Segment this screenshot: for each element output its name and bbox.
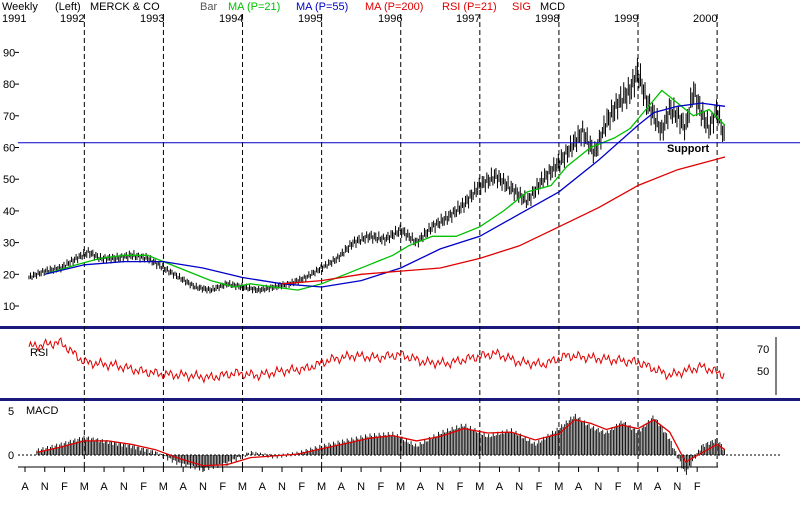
year-labels: 1991 1992 1993 1994 1995 1996 1997 1998 … xyxy=(2,13,717,25)
year-dividers xyxy=(83,14,718,470)
month-tick-label: F xyxy=(694,481,701,493)
macd-tick-label: 5 xyxy=(8,406,14,418)
legend-mcd: MCD xyxy=(540,1,565,13)
month-tick-label: M xyxy=(554,481,563,493)
month-tick-label: M xyxy=(633,481,642,493)
month-tick-label: F xyxy=(536,481,543,493)
month-tick-label: A xyxy=(496,481,504,493)
year-label: 1997 xyxy=(456,13,480,25)
macd-signal-line-path xyxy=(36,419,726,467)
ma-line xyxy=(44,89,726,291)
month-tick-label: F xyxy=(298,481,305,493)
year-label: 1996 xyxy=(378,13,402,25)
month-tick-label: F xyxy=(457,481,464,493)
legend-rsi21: RSI (P=21) xyxy=(442,1,497,13)
price-tick-label: 80 xyxy=(3,79,15,91)
rsi-line xyxy=(28,337,725,384)
moving-average-lines xyxy=(44,89,726,291)
legend-ma200: MA (P=200) xyxy=(365,1,423,13)
year-label: 1992 xyxy=(60,13,84,25)
month-tick-label: M xyxy=(238,481,247,493)
month-tick-label: N xyxy=(436,481,444,493)
price-tick-label: 70 xyxy=(3,111,15,123)
month-tick-label: M xyxy=(159,481,168,493)
month-tick-label: A xyxy=(575,481,583,493)
periodicity-label: Weekly xyxy=(2,1,38,13)
macd-tick-label: 0 xyxy=(8,450,14,462)
month-tick-label: M xyxy=(396,481,405,493)
month-tick-label: N xyxy=(515,481,523,493)
month-tick-label: A xyxy=(100,481,108,493)
price-tick-label: 60 xyxy=(3,143,15,155)
legend-ma55: MA (P=55) xyxy=(296,1,348,13)
price-tick-label: 30 xyxy=(3,238,15,250)
month-tick-label: M xyxy=(317,481,326,493)
year-label: 1998 xyxy=(535,13,559,25)
month-tick-label: N xyxy=(199,481,207,493)
month-tick-label: F xyxy=(140,481,147,493)
month-tick-label: A xyxy=(259,481,267,493)
month-tick-label: N xyxy=(41,481,49,493)
macd-histogram xyxy=(36,413,725,475)
support-label: Support xyxy=(667,143,709,155)
month-tick-label: N xyxy=(594,481,602,493)
price-bars xyxy=(28,57,725,294)
month-tick-label: M xyxy=(80,481,89,493)
ma-line xyxy=(44,102,726,288)
chart-style-label: Bar xyxy=(200,1,217,13)
price-tick-label: 90 xyxy=(3,47,15,59)
legend-sig: SIG xyxy=(512,1,531,13)
month-tick-label: F xyxy=(219,481,226,493)
scale-side-label: (Left) xyxy=(55,1,81,13)
year-label: 1994 xyxy=(219,13,243,25)
price-panel-separator xyxy=(0,326,800,329)
rsi-tick-label: 50 xyxy=(757,366,769,378)
month-tick-label: N xyxy=(673,481,681,493)
month-tick-label: A xyxy=(338,481,346,493)
rsi-panel-separator xyxy=(0,398,800,401)
legend-ma21: MA (P=21) xyxy=(228,1,280,13)
rsi-y-axis: 50 70 xyxy=(757,344,769,378)
price-tick-label: 10 xyxy=(3,301,15,313)
rsi-tick-label: 70 xyxy=(757,344,769,356)
year-label: 1995 xyxy=(298,13,322,25)
month-tick-label: A xyxy=(21,481,29,493)
month-tick-label: N xyxy=(357,481,365,493)
rsi-panel-title: RSI xyxy=(30,347,48,359)
price-tick-label: 20 xyxy=(3,269,15,281)
macd-panel-title: MACD xyxy=(26,405,58,417)
macd-signal-line xyxy=(36,419,726,467)
month-tick-label: A xyxy=(179,481,187,493)
year-label: 1991 xyxy=(2,13,26,25)
month-tick-label: N xyxy=(120,481,128,493)
price-tick-label: 40 xyxy=(3,206,15,218)
month-tick-label: A xyxy=(654,481,662,493)
symbol-name: MERCK & CO xyxy=(90,1,160,13)
year-label: 1993 xyxy=(140,13,164,25)
price-y-axis: 10 20 30 40 50 60 70 80 90 xyxy=(3,47,19,313)
month-tick-label: F xyxy=(615,481,622,493)
chart-header: Weekly (Left) MERCK & CO Bar MA (P=21) M… xyxy=(2,1,565,13)
macd-y-axis: 05 xyxy=(8,406,14,462)
month-tick-label: M xyxy=(475,481,484,493)
ma-line xyxy=(282,156,726,285)
year-label: 2000 xyxy=(693,13,717,25)
rsi-lines xyxy=(28,337,725,384)
month-tick-label: A xyxy=(417,481,425,493)
month-tick-label: N xyxy=(278,481,286,493)
month-tick-label: F xyxy=(61,481,68,493)
month-tick-label: F xyxy=(377,481,384,493)
price-tick-label: 50 xyxy=(3,174,15,186)
year-label: 1999 xyxy=(614,13,638,25)
